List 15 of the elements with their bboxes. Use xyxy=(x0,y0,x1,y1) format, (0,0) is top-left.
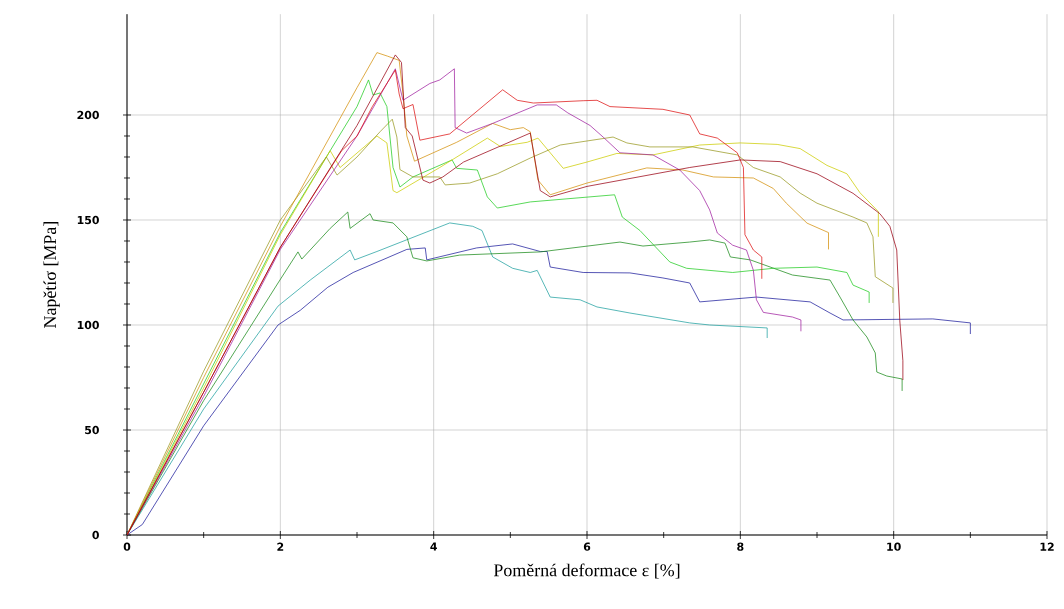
x-axis-title: Poměrná deformace ε [%] xyxy=(493,563,680,579)
x-tick-label: 10 xyxy=(887,542,901,551)
x-tick-label: 0 xyxy=(123,542,131,551)
y-tick-label: 100 xyxy=(77,320,99,330)
x-tick-label: 8 xyxy=(737,542,744,551)
y-tick-label: 0 xyxy=(92,530,99,540)
y-tick-label: 200 xyxy=(77,110,99,120)
x-tick-label: 2 xyxy=(277,542,284,551)
x-tick-label: 4 xyxy=(430,542,437,551)
y-tick-label: 150 xyxy=(77,215,99,225)
x-tick-label: 6 xyxy=(583,542,591,551)
y-tick-label: 50 xyxy=(85,425,99,435)
x-tick-label: 12 xyxy=(1040,542,1054,551)
line-series xyxy=(127,243,971,535)
y-axis-title: Napětíσ [MPa] xyxy=(43,222,60,328)
